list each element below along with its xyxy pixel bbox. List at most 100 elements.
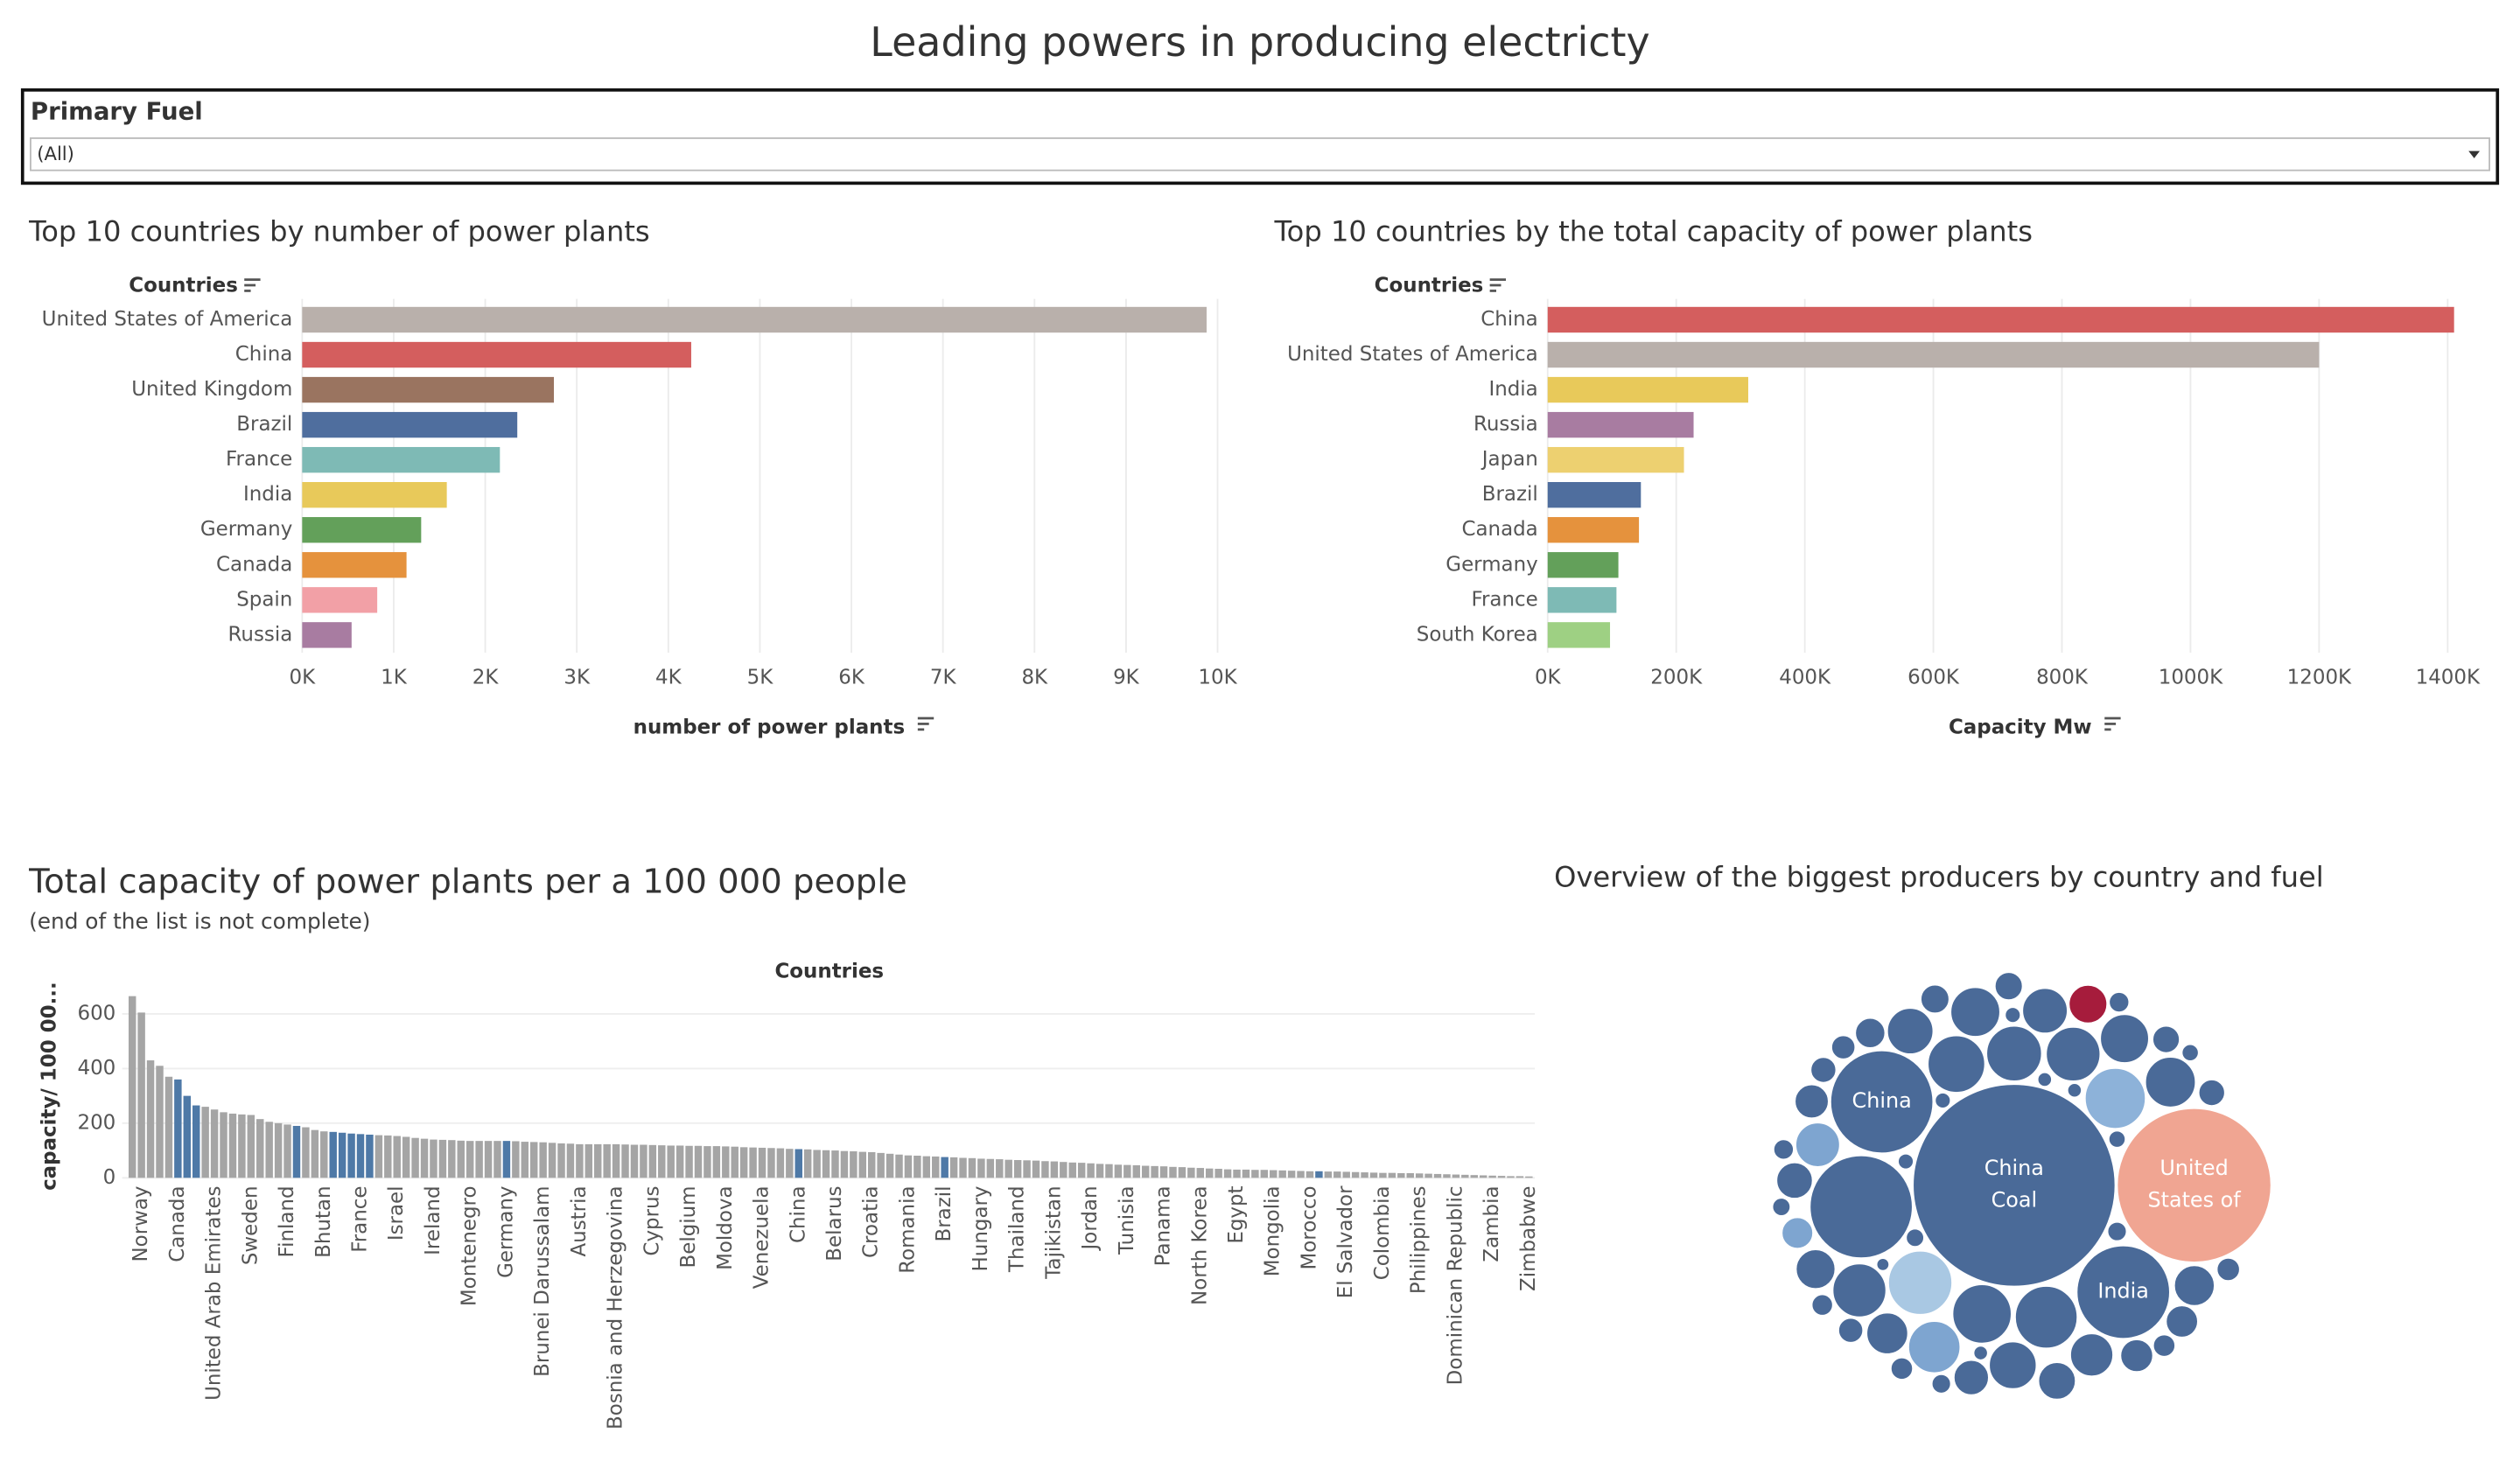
x-tick-label: Panama (1152, 1185, 1175, 1266)
bar (338, 1132, 346, 1178)
x-tick-label: Sweden (239, 1185, 262, 1265)
bar (594, 1143, 602, 1178)
bar (1315, 1171, 1323, 1178)
bar (1516, 1176, 1524, 1178)
bar (1507, 1176, 1515, 1178)
bar (1547, 552, 1619, 578)
bar (1443, 1174, 1451, 1178)
dropdown-arrow[interactable] (2468, 150, 2481, 158)
x-tick-label: Belgium (677, 1185, 700, 1268)
bubble (1838, 1317, 1865, 1344)
bar (192, 1105, 200, 1178)
bar (1233, 1169, 1241, 1178)
category-label: Russia (228, 623, 293, 646)
bar (840, 1150, 849, 1178)
bar (174, 1079, 182, 1178)
bar (1287, 1171, 1296, 1178)
category-label: France (1471, 588, 1537, 611)
bar (1068, 1162, 1076, 1178)
bar (1433, 1173, 1442, 1178)
bar (767, 1148, 775, 1178)
x-tick-label: 2K (472, 667, 500, 689)
bubble-label: India (2097, 1278, 2149, 1303)
bubble (1886, 1007, 1935, 1055)
filter-dropdown[interactable]: (All) (30, 137, 2490, 171)
bubble (1889, 1356, 1914, 1381)
bubble (1830, 1034, 1857, 1060)
bar (302, 341, 691, 368)
bubble (1908, 1320, 1962, 1374)
bubble (2004, 1006, 2022, 1024)
y-tick-label: 600 (77, 1002, 116, 1024)
bar (813, 1150, 821, 1178)
category-header: Countries (1375, 274, 1484, 297)
bar (621, 1144, 629, 1178)
bar (1050, 1161, 1059, 1178)
x-tick-label: 1200K (2287, 667, 2352, 689)
bubble (1771, 1197, 1792, 1217)
bar (1547, 622, 1611, 648)
category-label: United States of America (1287, 343, 1538, 366)
bar (986, 1158, 995, 1178)
dropdown-box[interactable] (30, 137, 2490, 171)
bar (694, 1145, 703, 1178)
bar (1324, 1171, 1333, 1178)
bar (712, 1146, 721, 1178)
x-tick-label: China (787, 1185, 809, 1243)
bar (1087, 1163, 1095, 1178)
category-label: United States of America (42, 308, 293, 331)
bar (1388, 1172, 1396, 1178)
dropdown-value[interactable]: (All) (37, 143, 74, 164)
bubble (1772, 1138, 1795, 1161)
bubble (1809, 1154, 1914, 1260)
bar (640, 1144, 648, 1178)
bubble (1795, 1122, 1841, 1168)
bubble-label: Coal (1992, 1188, 2038, 1213)
x-tick-label: 10K (1198, 667, 1237, 689)
x-axis-label: number of power plants (634, 717, 906, 739)
bar (1251, 1170, 1259, 1178)
bubble (2036, 1071, 2053, 1088)
bar (366, 1134, 374, 1178)
bar (1004, 1159, 1012, 1178)
bar (393, 1136, 401, 1178)
bar (484, 1141, 493, 1178)
bubble (1985, 1024, 2043, 1082)
bar (411, 1137, 419, 1178)
bar (1041, 1161, 1049, 1178)
bar (858, 1151, 867, 1178)
bubble (2173, 1264, 2216, 1307)
bubble (2116, 1107, 2272, 1263)
y-tick-label: 0 (103, 1166, 116, 1189)
bar (749, 1147, 757, 1178)
bar (521, 1142, 529, 1178)
x-tick-label: 1400K (2416, 667, 2481, 689)
bubble (2144, 1056, 2197, 1108)
bar (557, 1143, 565, 1178)
bar (1205, 1168, 1214, 1178)
bar (156, 1066, 164, 1178)
bar (302, 376, 555, 403)
x-tick-label: Montenegro (458, 1185, 481, 1306)
x-tick-label: Zambia (1480, 1185, 1503, 1262)
x-tick-label: 400K (1779, 667, 1831, 689)
bubble (2068, 983, 2109, 1024)
x-tick-label: Bosnia and Herzegovina (605, 1185, 627, 1430)
x-tick-label: 600K (1908, 667, 1960, 689)
bar (238, 1114, 246, 1178)
bar (1023, 1160, 1031, 1178)
bar (302, 446, 500, 473)
chart-title: Top 10 countries by number of power plan… (28, 214, 650, 248)
bar (183, 1095, 192, 1178)
x-tick-label: Venezuela (751, 1185, 774, 1289)
category-label: India (1488, 378, 1537, 401)
x-tick-label: Dominican Republic (1444, 1185, 1466, 1385)
bubble (1829, 1049, 1935, 1155)
chart-title: Overview of the biggest producers by cou… (1554, 861, 2324, 894)
bubble (1934, 1092, 1952, 1109)
bar (1223, 1169, 1232, 1178)
bar (1096, 1164, 1104, 1178)
bar (794, 1149, 802, 1178)
category-label: Japan (1480, 448, 1538, 471)
